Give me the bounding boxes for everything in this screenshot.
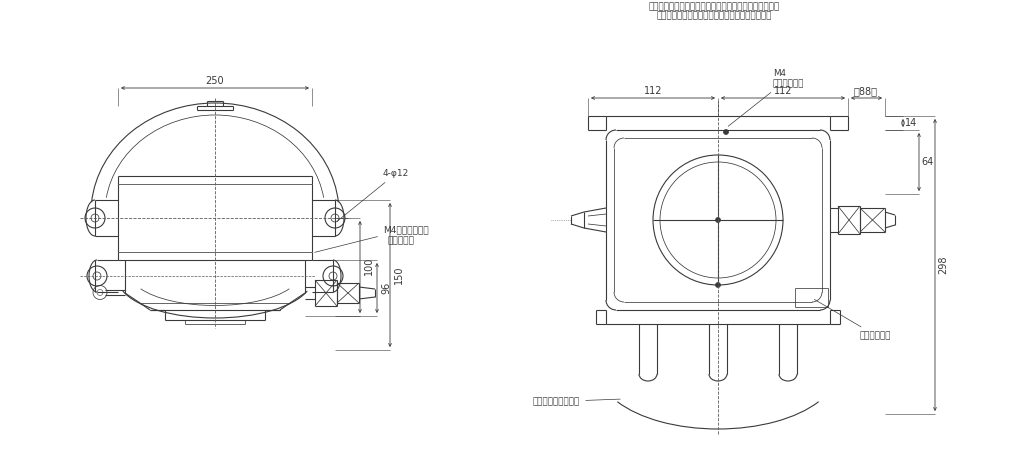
- Circle shape: [716, 218, 721, 222]
- Text: ドーム形強化ガラス: ドーム形強化ガラス: [534, 397, 621, 406]
- Text: 設置箇所に応じてケーブル挿入口を左右選択可能です。: 設置箇所に応じてケーブル挿入口を左右選択可能です。: [648, 2, 779, 12]
- Text: 112: 112: [774, 86, 793, 96]
- Text: 112: 112: [644, 86, 663, 96]
- Text: 100: 100: [364, 257, 374, 275]
- Text: 150: 150: [394, 266, 404, 284]
- Text: ケーブル挿入は左右排他接続となっております。: ケーブル挿入は左右排他接続となっております。: [656, 12, 772, 21]
- Text: M4穴付止めネジ: M4穴付止めネジ: [314, 225, 429, 252]
- Circle shape: [724, 130, 728, 134]
- Circle shape: [716, 283, 721, 287]
- Text: 警告表示銘板: 警告表示銘板: [814, 300, 892, 340]
- Text: M4
外部接地端子: M4 外部接地端子: [728, 69, 805, 126]
- Text: （緘締用）: （緘締用）: [387, 236, 414, 246]
- Text: （88）: （88）: [854, 86, 878, 96]
- Text: 4-φ12: 4-φ12: [337, 169, 410, 221]
- Text: 298: 298: [938, 256, 948, 274]
- Text: 96: 96: [381, 282, 391, 294]
- Text: 14: 14: [905, 118, 918, 128]
- Text: 250: 250: [206, 76, 224, 86]
- Text: 64: 64: [921, 157, 933, 167]
